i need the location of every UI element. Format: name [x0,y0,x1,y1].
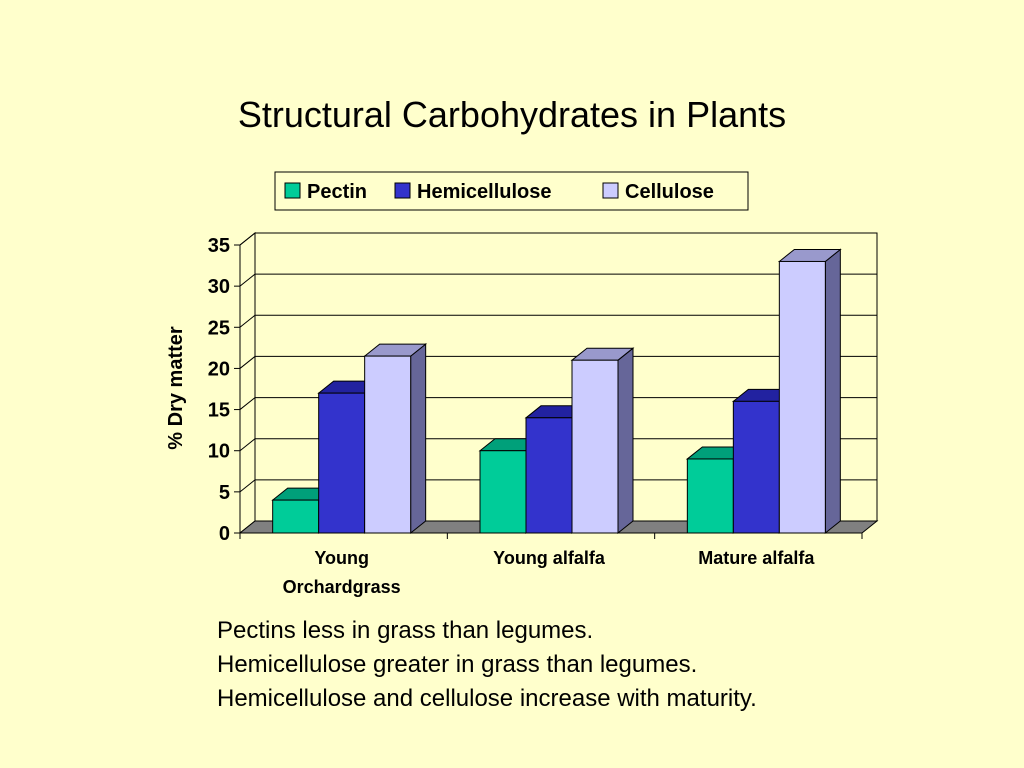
y-tick-label: 35 [208,235,230,257]
plot-area: 0 5 10 15 20 25 30 35 Young Orchardgrass Young alf… [208,231,879,597]
legend-label: Cellulose [625,181,714,203]
x-tick-label: Mature alfalfa [698,548,815,568]
legend-swatch [602,182,619,199]
gridline [239,355,877,369]
bar [364,355,412,534]
y-tick-label: 30 [208,276,230,298]
x-tick-label: Young alfalfa [493,548,606,568]
y-tick-label: 20 [208,358,230,380]
bar [525,417,573,534]
bar-side [617,347,634,535]
bar [272,499,320,534]
gridline [239,479,877,493]
chart-legend: Pectin Hemicellulose Cellulose [274,171,749,211]
y-tick-label: 0 [219,523,230,545]
bar-side [410,343,427,535]
gridline [239,397,877,410]
legend-label: Pectin [307,181,367,203]
bar [778,260,826,534]
legend-swatch [394,182,411,199]
plot-side-wall [239,231,256,535]
note-line: Pectins less in grass than legumes. [217,617,594,644]
legend-box [274,171,749,211]
note-line: Hemicellulose and cellulose increase wit… [217,685,757,712]
legend-swatch [284,182,301,199]
gridline [239,232,877,246]
gridline [239,273,877,287]
bar [686,458,734,534]
y-tick-label: 15 [208,400,230,422]
y-tick-label: 5 [219,482,230,504]
legend-label: Hemicellulose [417,181,552,203]
y-axis-label: % Dry matter [165,326,187,450]
bar-side [824,248,841,535]
y-tick-label: 10 [208,441,230,463]
bar [571,359,619,534]
y-tick-label: 25 [208,317,230,339]
bar [732,400,780,534]
bar [479,450,527,534]
slide-notes: Pectins less in grass than legumes. Hemi… [217,614,757,716]
gridline [239,314,877,328]
bar [318,392,366,534]
gridline [239,438,877,452]
slide-title: Structural Carbohydrates in Plants [237,94,787,135]
x-tick-label: Young Orchardgrass [283,548,401,597]
note-line: Hemicellulose greater in grass than legu… [217,651,698,678]
